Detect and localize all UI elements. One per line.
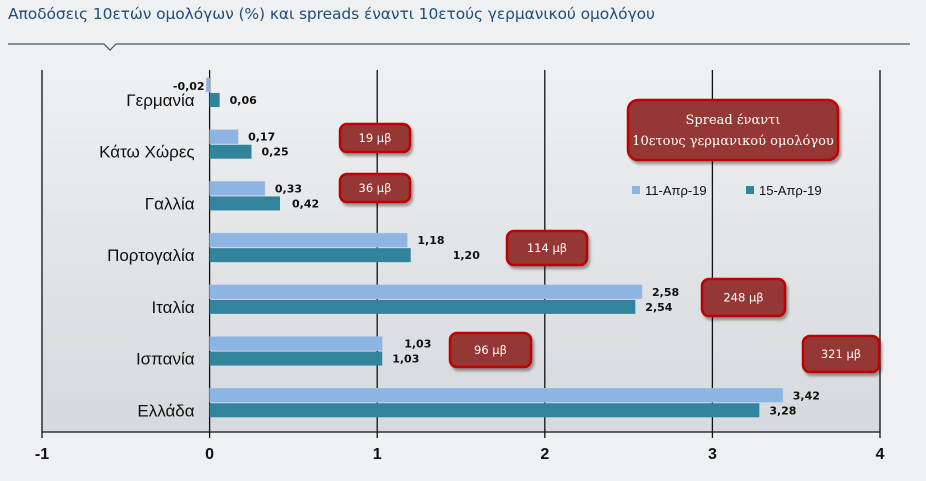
chart-title: Αποδόσεις 10ετών ομολόγων (%) και spread… [8, 5, 655, 23]
x-tick-label: 1 [373, 446, 382, 463]
bar-15-Απρ-19 [209, 351, 383, 366]
spread-title-box [626, 98, 840, 162]
legend-swatch [632, 186, 640, 194]
spread-title-line: 10ετους γερμανικού ομολόγου [632, 134, 834, 149]
data-label: 0,17 [248, 131, 275, 144]
data-label: 2,54 [645, 301, 672, 314]
data-label: 3,42 [793, 389, 820, 402]
data-label: 0,06 [230, 94, 257, 107]
legend-label: 11-Απρ-19 [645, 183, 707, 198]
bar-11-Απρ-19 [205, 77, 210, 93]
category-label: Γαλλία [145, 194, 195, 213]
data-label: 3,28 [769, 404, 796, 417]
legend-swatch [746, 186, 754, 194]
category-label: Ελλάδα [137, 401, 194, 420]
spread-label: 321 μβ [821, 347, 861, 361]
bar-15-Απρ-19 [209, 248, 411, 263]
x-tick-label: 3 [708, 446, 717, 463]
x-tick-label: -1 [35, 446, 49, 463]
data-label: 1,18 [417, 234, 444, 247]
data-label: 1,03 [404, 338, 431, 351]
x-tick-label: 4 [876, 446, 885, 463]
category-label: Πορτογαλία [107, 246, 195, 265]
legend-label: 15-Απρ-19 [759, 183, 822, 198]
bar-11-Απρ-19 [209, 129, 239, 144]
data-label: 1,03 [392, 353, 419, 366]
bar-15-Απρ-19 [209, 403, 760, 418]
category-label: Ιταλία [151, 298, 194, 317]
spread-badge [338, 122, 412, 154]
spread-label: 36 μβ [359, 181, 392, 195]
spread-label: 248 μβ [723, 291, 763, 305]
category-label: Γερμανία [126, 91, 195, 110]
bar-11-Απρ-19 [209, 181, 266, 196]
data-label: 0,25 [262, 146, 289, 159]
bar-15-Απρ-19 [209, 299, 636, 314]
bar-11-Απρ-19 [209, 284, 643, 300]
bar-11-Απρ-19 [209, 336, 383, 351]
spread-label: 96 μβ [474, 343, 507, 357]
spread-badge [338, 172, 412, 204]
bar-11-Απρ-19 [209, 388, 784, 403]
bar-15-Απρ-19 [209, 196, 280, 211]
spread-badge [448, 331, 533, 369]
data-label: -0,02 [173, 80, 205, 93]
spread-title-line: Spread έναντι [686, 113, 781, 128]
title-divider [8, 43, 910, 51]
data-label: 2,58 [652, 286, 679, 299]
bar-15-Απρ-19 [209, 93, 220, 107]
category-label: Κάτω Χώρες [99, 143, 194, 162]
data-label: 1,20 [453, 249, 480, 262]
spread-label: 19 μβ [359, 131, 392, 145]
x-tick-label: 0 [205, 446, 214, 463]
spread-badge [700, 277, 787, 318]
category-label: Ισπανία [136, 350, 195, 369]
spread-label: 114 μβ [527, 241, 567, 255]
data-label: 0,42 [292, 197, 319, 210]
spread-badge [505, 229, 589, 267]
bar-11-Απρ-19 [209, 232, 408, 248]
spread-badge [801, 334, 881, 374]
bar-15-Απρ-19 [209, 144, 252, 159]
x-tick-label: 2 [540, 446, 549, 463]
data-label: 0,33 [275, 182, 302, 195]
